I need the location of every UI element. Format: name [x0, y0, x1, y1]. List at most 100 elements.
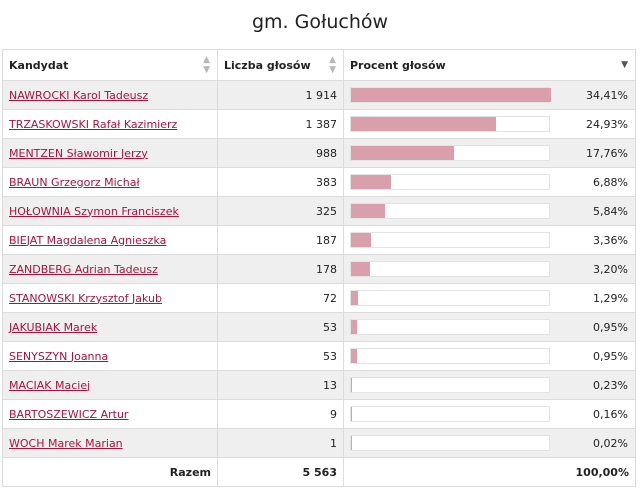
percent-bar-fill: [351, 88, 551, 102]
percent-cell: 0,95%: [343, 312, 636, 342]
table-row: JAKUBIAK Marek 53 0,95%: [2, 312, 636, 342]
percent-value: 17,76%: [586, 147, 628, 160]
percent-cell: 0,23%: [343, 370, 636, 400]
candidate-link[interactable]: HOŁOWNIA Szymon Franciszek: [9, 204, 179, 218]
percent-cell: 5,84%: [343, 196, 636, 226]
percent-bar-track: [350, 174, 550, 190]
percent-bar-track: [350, 87, 551, 103]
candidate-link[interactable]: TRZASKOWSKI Rafał Kazimierz: [9, 117, 178, 131]
percent-cell: 0,95%: [343, 341, 636, 371]
total-percent: 100,00%: [343, 457, 636, 487]
votes-cell: 13: [217, 370, 344, 400]
candidate-cell: JAKUBIAK Marek: [2, 312, 218, 342]
table-row: BRAUN Grzegorz Michał 383 6,88%: [2, 167, 636, 197]
table-header-row: Kandydat ▲ ▼ Liczba głosów ▲ ▼ Procent gło…: [2, 49, 636, 81]
percent-bar-track: [350, 116, 550, 132]
candidate-cell: BARTOSZEWICZ Artur: [2, 399, 218, 429]
candidate-link[interactable]: MENTZEN Sławomir Jerzy: [9, 146, 148, 160]
votes-cell: 72: [217, 283, 344, 313]
candidate-link[interactable]: BRAUN Grzegorz Michał: [9, 175, 140, 189]
percent-value: 0,02%: [593, 437, 628, 450]
table-row: MACIAK Maciej 13 0,23%: [2, 370, 636, 400]
percent-value: 0,95%: [593, 321, 628, 334]
votes-cell: 1: [217, 428, 344, 458]
percent-cell: 24,93%: [343, 109, 636, 139]
percent-bar-track: [350, 406, 550, 422]
column-header-candidate[interactable]: Kandydat ▲ ▼: [2, 49, 218, 81]
candidate-link[interactable]: SENYSZYN Joanna: [9, 349, 109, 363]
percent-value: 0,23%: [593, 379, 628, 392]
percent-bar-fill: [351, 117, 496, 131]
candidate-cell: SENYSZYN Joanna: [2, 341, 218, 371]
votes-cell: 53: [217, 312, 344, 342]
candidate-cell: MENTZEN Sławomir Jerzy: [2, 138, 218, 168]
percent-value: 34,41%: [586, 89, 628, 102]
candidate-cell: MACIAK Maciej: [2, 370, 218, 400]
table-row: NAWROCKI Karol Tadeusz 1 914 34,41%: [2, 80, 636, 110]
candidate-cell: ZANDBERG Adrian Tadeusz: [2, 254, 218, 284]
candidate-link[interactable]: JAKUBIAK Marek: [9, 320, 98, 334]
percent-bar-track: [350, 261, 550, 277]
votes-cell: 9: [217, 399, 344, 429]
total-label: Razem: [2, 457, 218, 487]
results-table: Kandydat ▲ ▼ Liczba głosów ▲ ▼ Procent gło…: [2, 49, 636, 487]
percent-bar-fill: [351, 204, 385, 218]
percent-bar-track: [350, 290, 550, 306]
page-title: gm. Gołuchów: [251, 11, 389, 33]
percent-value: 3,20%: [593, 263, 628, 276]
votes-cell: 1 387: [217, 109, 344, 139]
sort-both-icon[interactable]: ▲ ▼: [329, 55, 336, 75]
votes-cell: 383: [217, 167, 344, 197]
candidate-link[interactable]: MACIAK Maciej: [9, 378, 91, 392]
candidate-link[interactable]: BIEJAT Magdalena Agnieszka: [9, 233, 167, 247]
percent-value: 24,93%: [586, 118, 628, 131]
percent-bar-fill: [351, 378, 353, 392]
table-row: MENTZEN Sławomir Jerzy 988 17,76%: [2, 138, 636, 168]
table-row: TRZASKOWSKI Rafał Kazimierz 1 387 24,93%: [2, 109, 636, 139]
percent-cell: 1,29%: [343, 283, 636, 313]
votes-cell: 53: [217, 341, 344, 371]
candidate-cell: BIEJAT Magdalena Agnieszka: [2, 225, 218, 255]
percent-bar-fill: [351, 146, 455, 160]
votes-cell: 178: [217, 254, 344, 284]
table-row: STANOWSKI Krzysztof Jakub 72 1,29%: [2, 283, 636, 313]
percent-value: 1,29%: [593, 292, 628, 305]
percent-cell: 34,41%: [343, 80, 636, 110]
column-header-candidate-label: Kandydat: [9, 58, 69, 72]
candidate-link[interactable]: WOCH Marek Marian: [9, 436, 123, 450]
percent-cell: 3,36%: [343, 225, 636, 255]
table-row: HOŁOWNIA Szymon Franciszek 325 5,84%: [2, 196, 636, 226]
percent-value: 0,16%: [593, 408, 628, 421]
votes-cell: 325: [217, 196, 344, 226]
column-header-percent[interactable]: Procent głosów ▼: [343, 49, 636, 81]
sort-both-icon[interactable]: ▲ ▼: [203, 55, 210, 75]
percent-bar-fill: [351, 407, 352, 421]
percent-bar-track: [350, 435, 550, 451]
percent-cell: 17,76%: [343, 138, 636, 168]
total-votes: 5 563: [217, 457, 344, 487]
column-header-votes[interactable]: Liczba głosów ▲ ▼: [217, 49, 344, 81]
percent-bar-fill: [351, 175, 391, 189]
percent-bar-fill: [351, 320, 357, 334]
candidate-link[interactable]: STANOWSKI Krzysztof Jakub: [9, 291, 162, 305]
votes-cell: 1 914: [217, 80, 344, 110]
column-header-percent-label: Procent głosów: [350, 58, 446, 72]
candidate-cell: BRAUN Grzegorz Michał: [2, 167, 218, 197]
votes-cell: 988: [217, 138, 344, 168]
percent-cell: 3,20%: [343, 254, 636, 284]
candidate-link[interactable]: BARTOSZEWICZ Artur: [9, 407, 129, 421]
candidate-link[interactable]: NAWROCKI Karol Tadeusz: [9, 88, 149, 102]
candidate-cell: HOŁOWNIA Szymon Franciszek: [2, 196, 218, 226]
candidate-cell: WOCH Marek Marian: [2, 428, 218, 458]
table-row: BARTOSZEWICZ Artur 9 0,16%: [2, 399, 636, 429]
percent-bar-fill: [351, 291, 359, 305]
table-row: SENYSZYN Joanna 53 0,95%: [2, 341, 636, 371]
percent-value: 6,88%: [593, 176, 628, 189]
percent-bar-fill: [351, 233, 371, 247]
percent-value: 0,95%: [593, 350, 628, 363]
percent-bar-track: [350, 203, 550, 219]
sort-desc-icon[interactable]: ▼: [621, 60, 628, 70]
percent-cell: 0,16%: [343, 399, 636, 429]
percent-cell: 6,88%: [343, 167, 636, 197]
candidate-link[interactable]: ZANDBERG Adrian Tadeusz: [9, 262, 158, 276]
